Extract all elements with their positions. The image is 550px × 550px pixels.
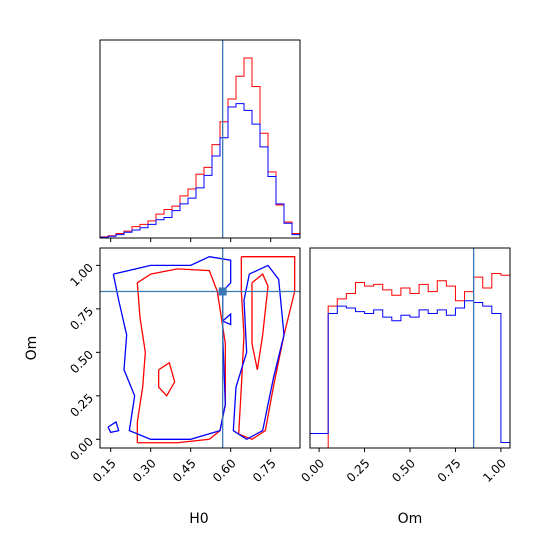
x-axis-label-om: Om (398, 511, 423, 527)
om-hist-blue-series (310, 300, 510, 448)
contour-red-level-1 (237, 256, 296, 441)
contour-red-level-3 (158, 361, 176, 397)
om-tick-label-3: 0.75 (435, 456, 464, 485)
contour-red-level-2 (251, 273, 269, 370)
h0-histogram-panel (99, 39, 301, 242)
contour-blue-level-1 (232, 264, 285, 441)
om-tick-label-0: 0.00 (298, 456, 327, 485)
h0-tick-label-1: 0.30 (130, 456, 159, 485)
contour-blue-level-0 (112, 256, 232, 440)
om-ytick-label-4: 1.00 (67, 261, 96, 290)
h0-hist-red-series (99, 57, 301, 238)
om-ytick-label-0: 0.00 (67, 434, 96, 463)
om-tick-label-1: 0.25 (344, 456, 373, 485)
h0-tick-label-2: 0.45 (170, 456, 199, 485)
h0-om-contour-panel: 0.15 0.30 0.45 0.60 0.75 0.00 0.25 0.50 0.75 1.0… (24, 247, 301, 527)
om-ytick-label-1: 0.25 (67, 391, 96, 420)
contour-red-level-0 (136, 268, 226, 444)
h0-tick-label-4: 0.75 (250, 456, 279, 485)
contour-frame (99, 247, 301, 449)
om-histogram-frame (309, 247, 511, 449)
om-hist-red-series (310, 272, 510, 448)
contour-blue-level-2 (107, 420, 120, 434)
om-tick-label-2: 0.50 (389, 456, 418, 485)
truth-marker (218, 287, 227, 296)
om-tick-label-4: 1.00 (480, 456, 509, 485)
om-histogram-panel: 0.00 0.25 0.50 0.75 1.00 Om (298, 247, 511, 527)
y-axis-label-om: Om (24, 336, 40, 361)
h0-histogram-frame (99, 39, 301, 239)
om-ytick-label-3: 0.75 (67, 304, 96, 333)
contour-blue-level-3 (222, 312, 232, 326)
h0-tick-label-3: 0.60 (210, 456, 239, 485)
x-axis-label-h0: H0 (189, 511, 208, 527)
h0-hist-blue-series (99, 103, 301, 238)
h0-tick-label-0: 0.15 (90, 456, 119, 485)
om-ytick-label-2: 0.50 (67, 348, 96, 377)
